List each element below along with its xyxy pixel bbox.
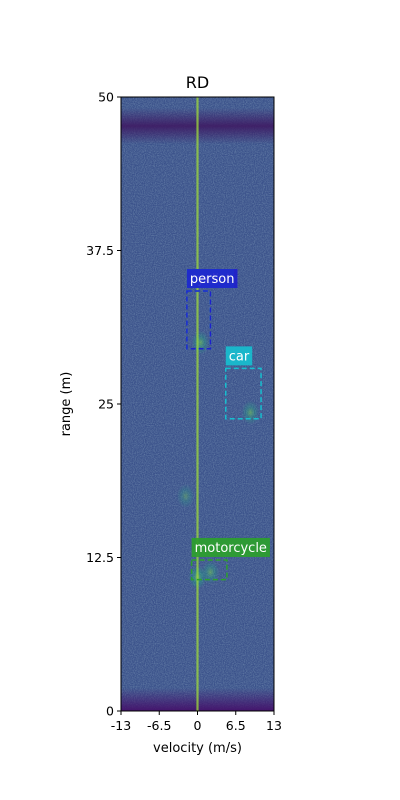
hotspot-4 [176, 484, 195, 509]
x-tick-label-0: -13 [111, 718, 131, 733]
plot-area [121, 97, 274, 711]
x-tick-label-3: 6.5 [226, 718, 246, 733]
detection-label-bg-person [186, 269, 238, 289]
detection-box-person [186, 290, 212, 350]
y-tick-label-4: 50 [98, 90, 114, 105]
detection-label-car: car [225, 346, 253, 366]
detection-label-text-motorcycle: motorcycle [195, 541, 267, 556]
x-tick-label-2: 0 [194, 718, 202, 733]
hotspot-0 [191, 330, 210, 355]
y-tick-label-2: 25 [98, 397, 114, 412]
x-axis-label: velocity (m/s) [153, 741, 242, 756]
detection-box-car [224, 367, 262, 420]
hotspot-1 [241, 400, 260, 425]
chart-title: RD [186, 73, 209, 92]
y-tick-label-1: 12.5 [86, 550, 114, 565]
x-tick-label-1: -6.5 [147, 718, 171, 733]
detection-label-bg-motorcycle [191, 537, 270, 557]
detection-label-motorcycle: motorcycle [191, 537, 270, 557]
y-tick-label-0: 0 [106, 704, 114, 719]
x-tick-label-4: 13 [266, 718, 282, 733]
y-axis-label: range (m) [59, 372, 74, 437]
detection-label-text-car: car [229, 349, 250, 364]
detection-label-text-person: person [190, 272, 235, 287]
detection-label-person: person [186, 269, 238, 289]
y-tick-label-3: 37.5 [86, 243, 114, 258]
detection-label-bg-car [225, 346, 253, 366]
detection-box-motorcycle [190, 559, 228, 581]
